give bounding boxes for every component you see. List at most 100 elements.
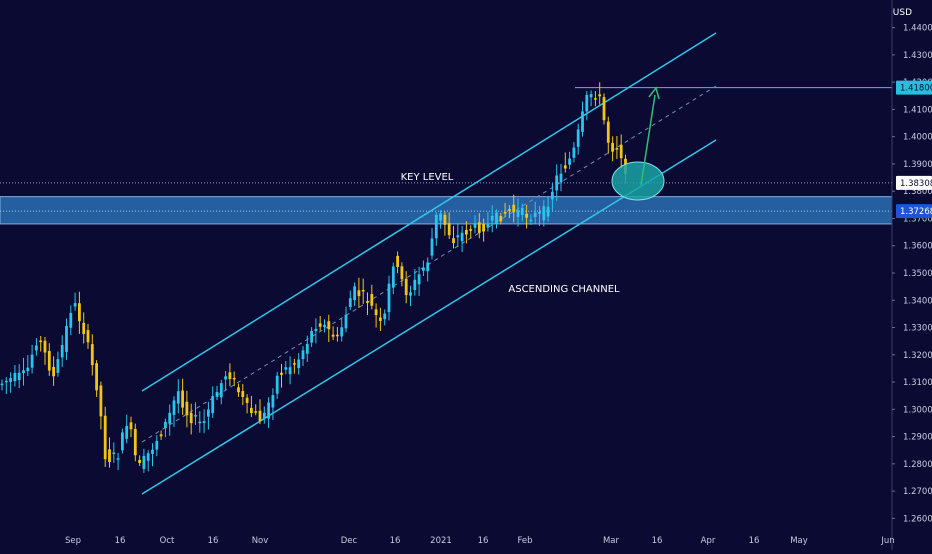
candle-body — [409, 292, 412, 296]
candle-body — [133, 428, 137, 456]
candle-body — [370, 293, 374, 306]
channel-upper-line — [141, 32, 717, 392]
candle-body — [245, 397, 249, 403]
x-tick-label: 16 — [390, 536, 401, 546]
candle-body — [267, 402, 270, 419]
candle-body — [439, 213, 442, 221]
candle-body — [503, 212, 507, 214]
candle-body — [198, 421, 202, 424]
y-tick-label: 1.26000 — [903, 514, 932, 524]
candle-body — [159, 434, 163, 437]
candle-body — [387, 283, 391, 313]
candle-body — [215, 391, 219, 397]
candle-body — [99, 385, 103, 417]
candle-body — [348, 298, 352, 308]
price-tag — [896, 175, 932, 190]
candle-body — [288, 367, 292, 375]
y-tick-label: 1.43000 — [903, 51, 932, 61]
candle-body — [228, 372, 232, 380]
candle-body — [551, 191, 554, 200]
candle-body — [9, 378, 12, 382]
y-tick-label: 1.28000 — [903, 460, 932, 470]
candle-body — [185, 401, 189, 416]
candle-body — [482, 224, 485, 232]
candle-body — [520, 207, 524, 215]
candle-body — [52, 366, 55, 377]
candle-body — [314, 328, 318, 332]
candle-body — [426, 262, 430, 272]
x-tick-label: Nov — [252, 536, 269, 546]
x-tick-label: Feb — [517, 536, 532, 546]
candle-body — [250, 407, 253, 414]
candle-body — [581, 111, 584, 132]
candle-body — [379, 317, 382, 321]
candle-body — [301, 350, 305, 360]
y-tick-label: 1.38000 — [903, 187, 932, 197]
price-tag-label: 1.41800 — [900, 84, 932, 94]
candle-body — [78, 303, 81, 322]
candle-body — [125, 426, 129, 439]
candle-body — [56, 359, 60, 373]
candle-body — [22, 370, 25, 373]
candle-body — [417, 274, 421, 285]
candle-body — [155, 440, 159, 450]
candle-body — [323, 324, 326, 327]
candle-body — [138, 459, 141, 463]
candle-body — [0, 383, 4, 386]
candle-body — [563, 165, 567, 169]
candle-body — [172, 400, 176, 415]
candle-body — [181, 390, 184, 408]
candle-body — [512, 204, 516, 213]
candle-body — [559, 173, 563, 183]
ascending-channel-label: ASCENDING CHANNEL — [508, 284, 620, 295]
candle-body — [86, 330, 90, 343]
candle-body — [508, 209, 511, 211]
candle-body — [237, 387, 240, 393]
candle-body — [353, 286, 356, 301]
y-tick-label: 1.39000 — [903, 160, 932, 170]
candle-body — [546, 206, 550, 217]
candle-body — [194, 415, 197, 417]
candle-body — [30, 354, 34, 368]
price-tag-label: 1.37268 — [900, 207, 932, 217]
candle-body — [69, 312, 73, 328]
candle-body — [241, 391, 245, 398]
candle-body — [108, 449, 111, 462]
candle-body — [460, 232, 464, 242]
candle-body — [39, 340, 43, 343]
y-tick-label: 1.27000 — [903, 487, 932, 497]
candle-body — [568, 158, 571, 165]
candle-body — [318, 323, 322, 327]
candle-body — [456, 235, 460, 238]
candle-body — [473, 223, 477, 228]
candle-body — [469, 229, 473, 231]
candle-body — [465, 229, 468, 235]
candle-body — [400, 266, 404, 280]
y-tick-label: 1.31000 — [903, 378, 932, 388]
candle-body — [189, 413, 193, 424]
x-tick-label: 16 — [478, 536, 489, 546]
candle-body — [619, 144, 623, 159]
candle-body — [529, 219, 533, 222]
candle-body — [310, 331, 313, 343]
candle-body — [280, 372, 283, 375]
candle-body — [430, 238, 434, 256]
candle-body — [305, 343, 309, 354]
x-tick-label: Jun — [880, 536, 894, 546]
candle-body — [602, 97, 606, 121]
key-level-label: KEY LEVEL — [401, 172, 454, 183]
candle-body — [82, 322, 86, 335]
channel-lower-line — [141, 139, 717, 495]
candle-body — [258, 410, 262, 421]
candle-body — [232, 377, 236, 380]
currency-label: USD — [893, 8, 912, 18]
y-tick-label: 1.37000 — [903, 214, 932, 224]
projection-arrow-head — [648, 86, 660, 100]
candle-body — [374, 309, 378, 316]
candle-body — [13, 372, 17, 382]
candle-body — [383, 313, 387, 320]
candle-body — [452, 238, 455, 244]
y-tick-label: 1.44000 — [903, 24, 932, 34]
candle-body — [26, 367, 30, 372]
